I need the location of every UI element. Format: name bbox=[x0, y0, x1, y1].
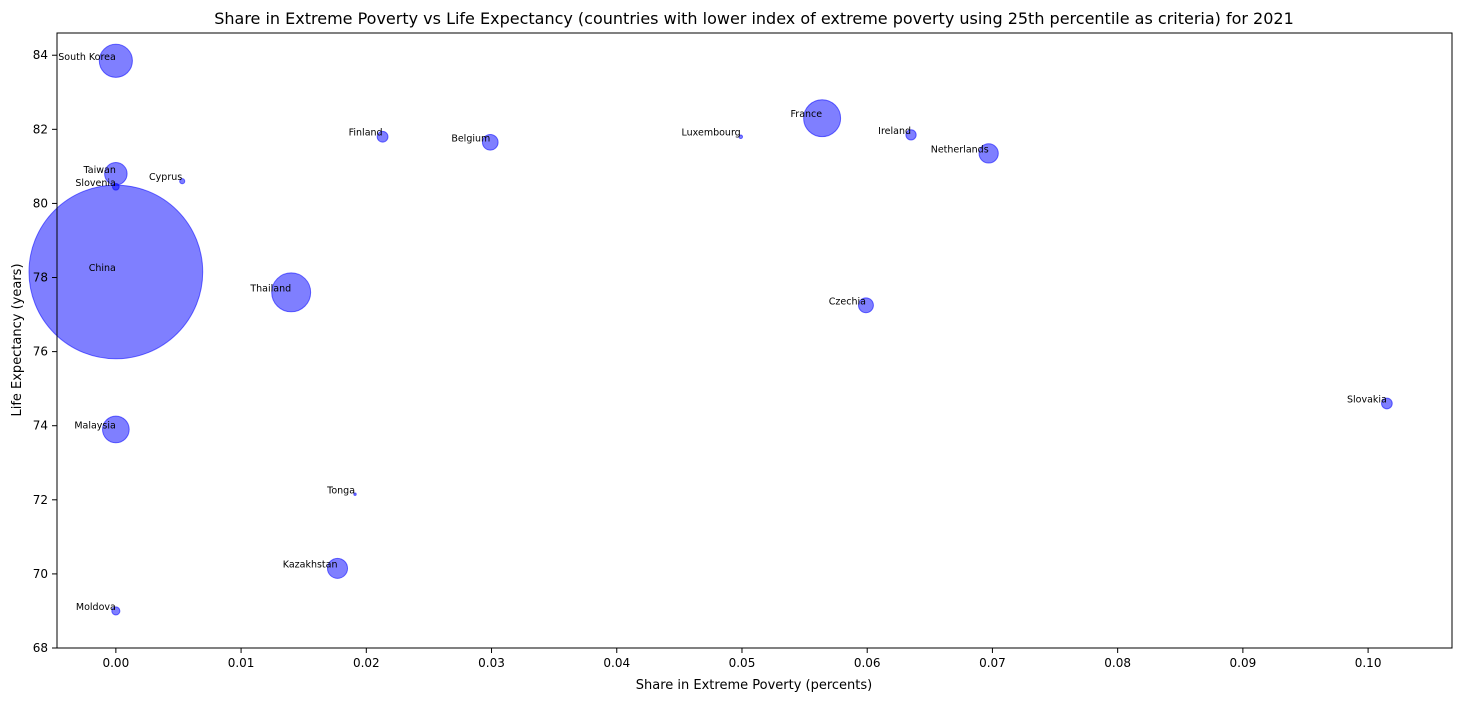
x-tick-label: 0.02 bbox=[353, 656, 380, 670]
point-label: Thailand bbox=[249, 283, 291, 294]
bubble-point bbox=[102, 415, 130, 444]
x-tick-label: 0.06 bbox=[854, 656, 881, 670]
point-label: Moldova bbox=[76, 602, 116, 613]
point-label: Finland bbox=[349, 128, 383, 139]
y-tick-label: 74 bbox=[33, 419, 48, 433]
y-tick-label: 72 bbox=[33, 493, 48, 507]
x-axis-ticks: 0.00 0.01 0.02 0.03 0.04 0.05 0.06 0.07 0.08 0.09… bbox=[102, 648, 1381, 670]
x-tick-label: 0.09 bbox=[1230, 656, 1257, 670]
x-axis-label: Share in Extreme Poverty (percents) bbox=[636, 678, 872, 693]
chart-title: Share in Extreme Poverty vs Life Expecta… bbox=[214, 9, 1294, 28]
bubble-point bbox=[1381, 397, 1393, 410]
point-label: Cyprus bbox=[149, 172, 182, 183]
bubble-point bbox=[738, 134, 744, 140]
x-tick-label: 0.01 bbox=[228, 656, 255, 670]
y-tick-label: 68 bbox=[33, 641, 48, 655]
bubble-point bbox=[326, 557, 349, 579]
point-label: Ireland bbox=[878, 126, 911, 137]
x-tick-label: 0.03 bbox=[478, 656, 505, 670]
bubbles-layer bbox=[28, 43, 1393, 616]
y-tick-label: 70 bbox=[33, 567, 48, 581]
bubble-point bbox=[179, 178, 186, 185]
point-label: Taiwan bbox=[83, 165, 116, 176]
bubble-point bbox=[857, 297, 874, 314]
bubble-point bbox=[112, 182, 120, 191]
bubble-point bbox=[481, 133, 499, 151]
bubble-point bbox=[376, 130, 389, 143]
x-tick-label: 0.10 bbox=[1355, 656, 1382, 670]
x-tick-label: 0.04 bbox=[603, 656, 630, 670]
bubble-point bbox=[111, 606, 121, 616]
point-label: France bbox=[791, 109, 823, 120]
bubble-point bbox=[271, 272, 312, 313]
point-label: Luxembourg bbox=[682, 128, 741, 139]
y-tick-label: 78 bbox=[33, 271, 48, 285]
x-tick-label: 0.08 bbox=[1104, 656, 1131, 670]
y-axis-label: Life Expectancy (years) bbox=[10, 263, 25, 416]
point-label: Czechia bbox=[829, 296, 866, 307]
x-tick-label: 0.00 bbox=[102, 656, 129, 670]
plot-frame bbox=[56, 32, 1453, 649]
point-label: Belgium bbox=[451, 133, 490, 144]
point-label: Malaysia bbox=[74, 420, 116, 431]
x-tick-label: 0.07 bbox=[979, 656, 1006, 670]
point-label: Kazakhstan bbox=[283, 559, 338, 570]
point-label: Slovakia bbox=[1347, 394, 1387, 405]
bubble-point bbox=[978, 143, 999, 164]
x-tick-label: 0.05 bbox=[729, 656, 756, 670]
y-tick-label: 82 bbox=[33, 122, 48, 136]
y-tick-label: 76 bbox=[33, 345, 48, 359]
point-label: Slovenia bbox=[75, 178, 115, 189]
point-label: South Korea bbox=[58, 52, 116, 63]
point-label: Netherlands bbox=[931, 144, 989, 155]
y-tick-label: 84 bbox=[33, 48, 48, 62]
bubble-point bbox=[353, 492, 357, 496]
y-axis-ticks: 68 70 72 74 76 78 80 82 84 bbox=[33, 48, 57, 655]
bubble-point bbox=[803, 99, 842, 138]
point-label: Tonga bbox=[326, 485, 355, 496]
bubble-point bbox=[98, 43, 133, 78]
point-label: China bbox=[89, 263, 116, 274]
y-tick-label: 80 bbox=[33, 196, 48, 210]
bubble-point bbox=[905, 129, 917, 141]
point-labels-layer: South Korea Finland Belgium Luxembourg Franc… bbox=[58, 52, 1387, 613]
